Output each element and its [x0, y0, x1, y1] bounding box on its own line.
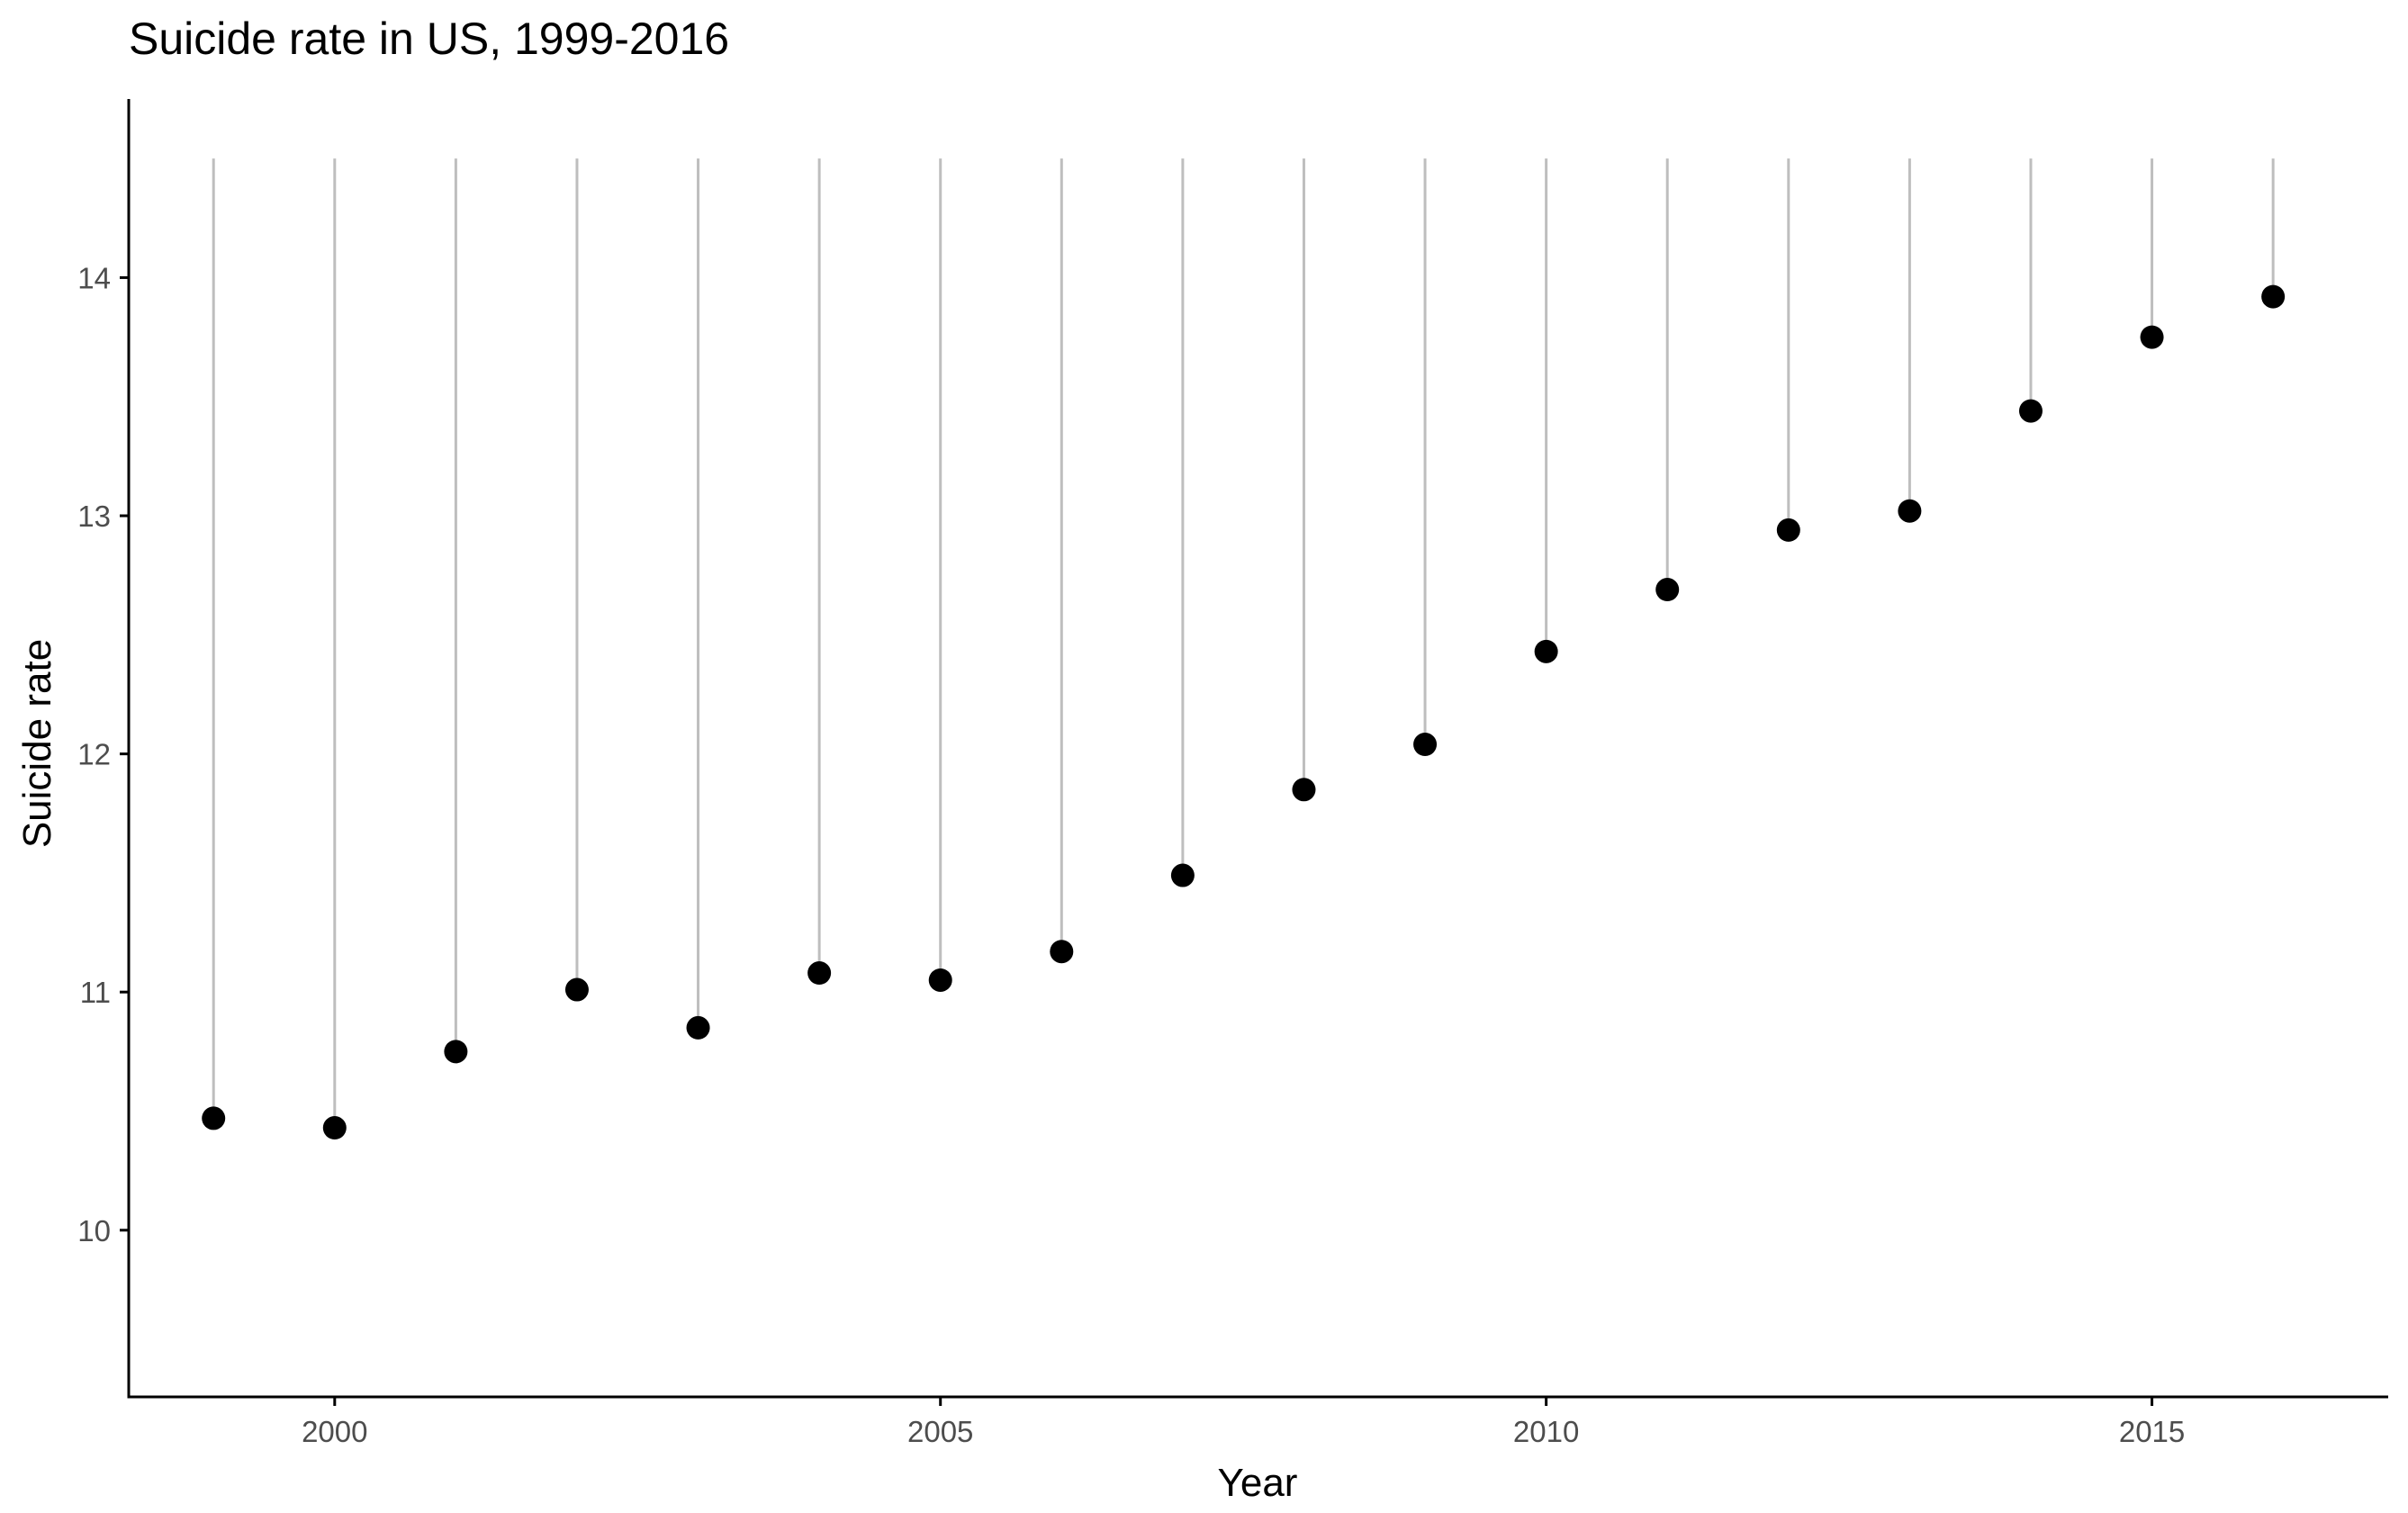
data-point [1413, 733, 1438, 757]
data-point [2018, 399, 2043, 423]
data-point [444, 1040, 468, 1064]
segments-layer [212, 158, 2275, 1129]
data-point [1898, 499, 1922, 523]
data-point [1534, 639, 1558, 663]
x-axis-ticks: 2000 2005 2010 2015 [302, 1397, 2185, 1448]
data-point [202, 1106, 226, 1130]
data-point [564, 977, 589, 1002]
data-point [686, 1015, 710, 1040]
chart-title: Suicide rate in US, 1999-2016 [129, 14, 729, 64]
x-axis-title: Year [1218, 1461, 1298, 1505]
y-tick-label: 12 [77, 738, 111, 771]
data-point [2140, 325, 2164, 349]
data-point [2261, 284, 2286, 309]
y-tick-label: 10 [77, 1214, 111, 1247]
data-point [1292, 778, 1316, 802]
y-tick-label: 11 [80, 976, 111, 1009]
y-axis-ticks: 10 11 12 13 14 [77, 261, 129, 1247]
x-tick-label: 2005 [907, 1415, 973, 1448]
x-tick-label: 2010 [1513, 1415, 1579, 1448]
data-point [928, 968, 952, 992]
y-tick-label: 13 [77, 500, 111, 533]
data-point [1655, 578, 1680, 602]
x-tick-label: 2000 [302, 1415, 367, 1448]
data-point [1170, 863, 1195, 887]
data-point [1050, 940, 1074, 964]
data-point [322, 1116, 347, 1140]
points-layer [202, 284, 2286, 1140]
x-tick-label: 2015 [2119, 1415, 2185, 1448]
y-axis-title: Suicide rate [15, 639, 59, 848]
data-point [807, 961, 832, 986]
data-point [1776, 518, 1800, 542]
y-tick-label: 14 [77, 261, 111, 294]
